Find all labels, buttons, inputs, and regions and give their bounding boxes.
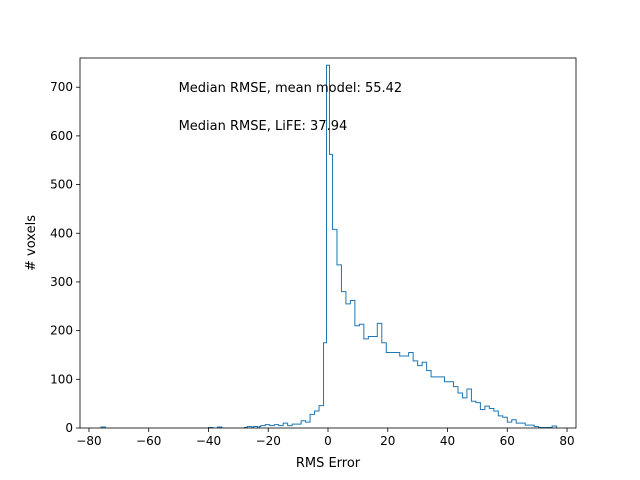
y-axis-ticks: 0 100 200 300 400 500 600 700	[50, 80, 80, 435]
y-tick-label: 100	[50, 372, 73, 386]
annotation-text: Median RMSE, LiFE: 37.94	[179, 119, 348, 134]
x-tick-label: 20	[380, 434, 395, 448]
annotations: Median RMSE, mean model: 55.42 Median RMS…	[179, 81, 403, 134]
x-tick-label: −20	[256, 434, 281, 448]
y-tick-label: 0	[65, 421, 73, 435]
x-tick-label: 0	[324, 434, 332, 448]
y-tick-label: 600	[50, 129, 73, 143]
plot-area	[100, 64, 558, 429]
x-axis-label: RMS Error	[296, 456, 361, 471]
y-tick-label: 700	[50, 80, 73, 94]
y-tick-label: 500	[50, 178, 73, 192]
x-tick-label: 80	[559, 434, 574, 448]
x-tick-label: 60	[500, 434, 515, 448]
y-tick-label: 300	[50, 275, 73, 289]
x-tick-label: 40	[440, 434, 455, 448]
y-tick-label: 200	[50, 324, 73, 338]
histogram-step-line	[100, 64, 558, 429]
y-axis-label: # voxels	[24, 215, 39, 271]
x-tick-label: −60	[136, 434, 161, 448]
y-tick-label: 400	[50, 226, 73, 240]
x-tick-label: −80	[76, 434, 101, 448]
x-tick-label: −40	[196, 434, 221, 448]
x-axis-ticks: −80 −60 −40 −20 0 20 40 60 80	[76, 428, 575, 448]
annotation-text: Median RMSE, mean model: 55.42	[179, 81, 403, 96]
